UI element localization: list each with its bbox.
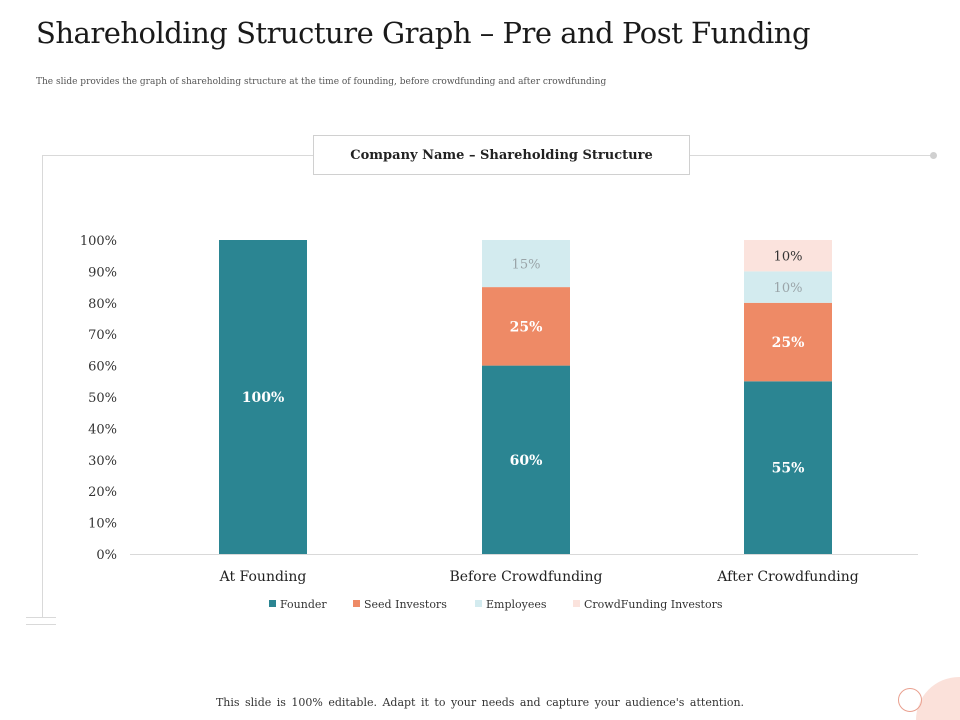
data-label: 100% bbox=[242, 390, 285, 406]
y-tick-label: 60% bbox=[88, 360, 117, 375]
legend-label: Founder bbox=[280, 598, 327, 611]
bar-segment bbox=[482, 365, 570, 554]
frame-foot-line bbox=[26, 617, 56, 618]
bar-segment bbox=[482, 287, 570, 366]
legend-swatch bbox=[269, 600, 276, 607]
legend-swatch bbox=[353, 600, 360, 607]
frame-dot bbox=[930, 152, 937, 159]
legend-label: CrowdFunding Investors bbox=[584, 598, 723, 611]
data-label: 15% bbox=[512, 258, 541, 273]
chart-title-box: Company Name – Shareholding Structure bbox=[313, 135, 690, 175]
page-title: Shareholding Structure Graph – Pre and P… bbox=[36, 16, 811, 50]
y-tick-label: 100% bbox=[80, 234, 117, 249]
x-tick-label: Before Crowdfunding bbox=[449, 569, 602, 585]
bar-segment bbox=[744, 381, 832, 554]
x-tick-label: After Crowdfunding bbox=[716, 569, 859, 585]
y-tick-label: 10% bbox=[88, 517, 117, 532]
data-label: 25% bbox=[772, 335, 805, 351]
frame-foot-line bbox=[26, 624, 56, 625]
data-label: 60% bbox=[510, 453, 543, 469]
y-tick-label: 80% bbox=[88, 297, 117, 312]
bar-segment bbox=[744, 271, 832, 303]
data-label: 10% bbox=[774, 281, 803, 296]
bar-segment bbox=[482, 240, 570, 288]
legend-swatch bbox=[475, 600, 482, 607]
frame-line-top-left bbox=[42, 155, 314, 156]
y-tick-label: 70% bbox=[88, 328, 117, 343]
y-tick-label: 40% bbox=[88, 422, 117, 437]
frame-line-left bbox=[42, 155, 43, 617]
x-tick-label: At Founding bbox=[219, 569, 307, 585]
data-label: 55% bbox=[772, 461, 805, 477]
data-label: 10% bbox=[774, 250, 803, 265]
bar-segment bbox=[744, 240, 832, 272]
page-subtitle: The slide provides the graph of sharehol… bbox=[36, 77, 607, 87]
legend-label: Employees bbox=[486, 598, 547, 611]
chart-title: Company Name – Shareholding Structure bbox=[350, 147, 653, 163]
y-tick-label: 90% bbox=[88, 265, 117, 280]
bar-segment bbox=[219, 240, 307, 554]
y-tick-label: 20% bbox=[88, 485, 117, 500]
legend-swatch bbox=[573, 600, 580, 607]
legend-label: Seed Investors bbox=[364, 598, 447, 611]
y-tick-label: 50% bbox=[88, 391, 117, 406]
y-tick-label: 30% bbox=[88, 454, 117, 469]
frame-line-top-right bbox=[690, 155, 932, 156]
bar-segment bbox=[744, 302, 832, 382]
decorative-ring bbox=[898, 688, 922, 712]
y-tick-label: 0% bbox=[96, 548, 117, 563]
footer-note: This slide is 100% editable. Adapt it to… bbox=[215, 696, 745, 709]
data-label: 25% bbox=[510, 319, 543, 335]
